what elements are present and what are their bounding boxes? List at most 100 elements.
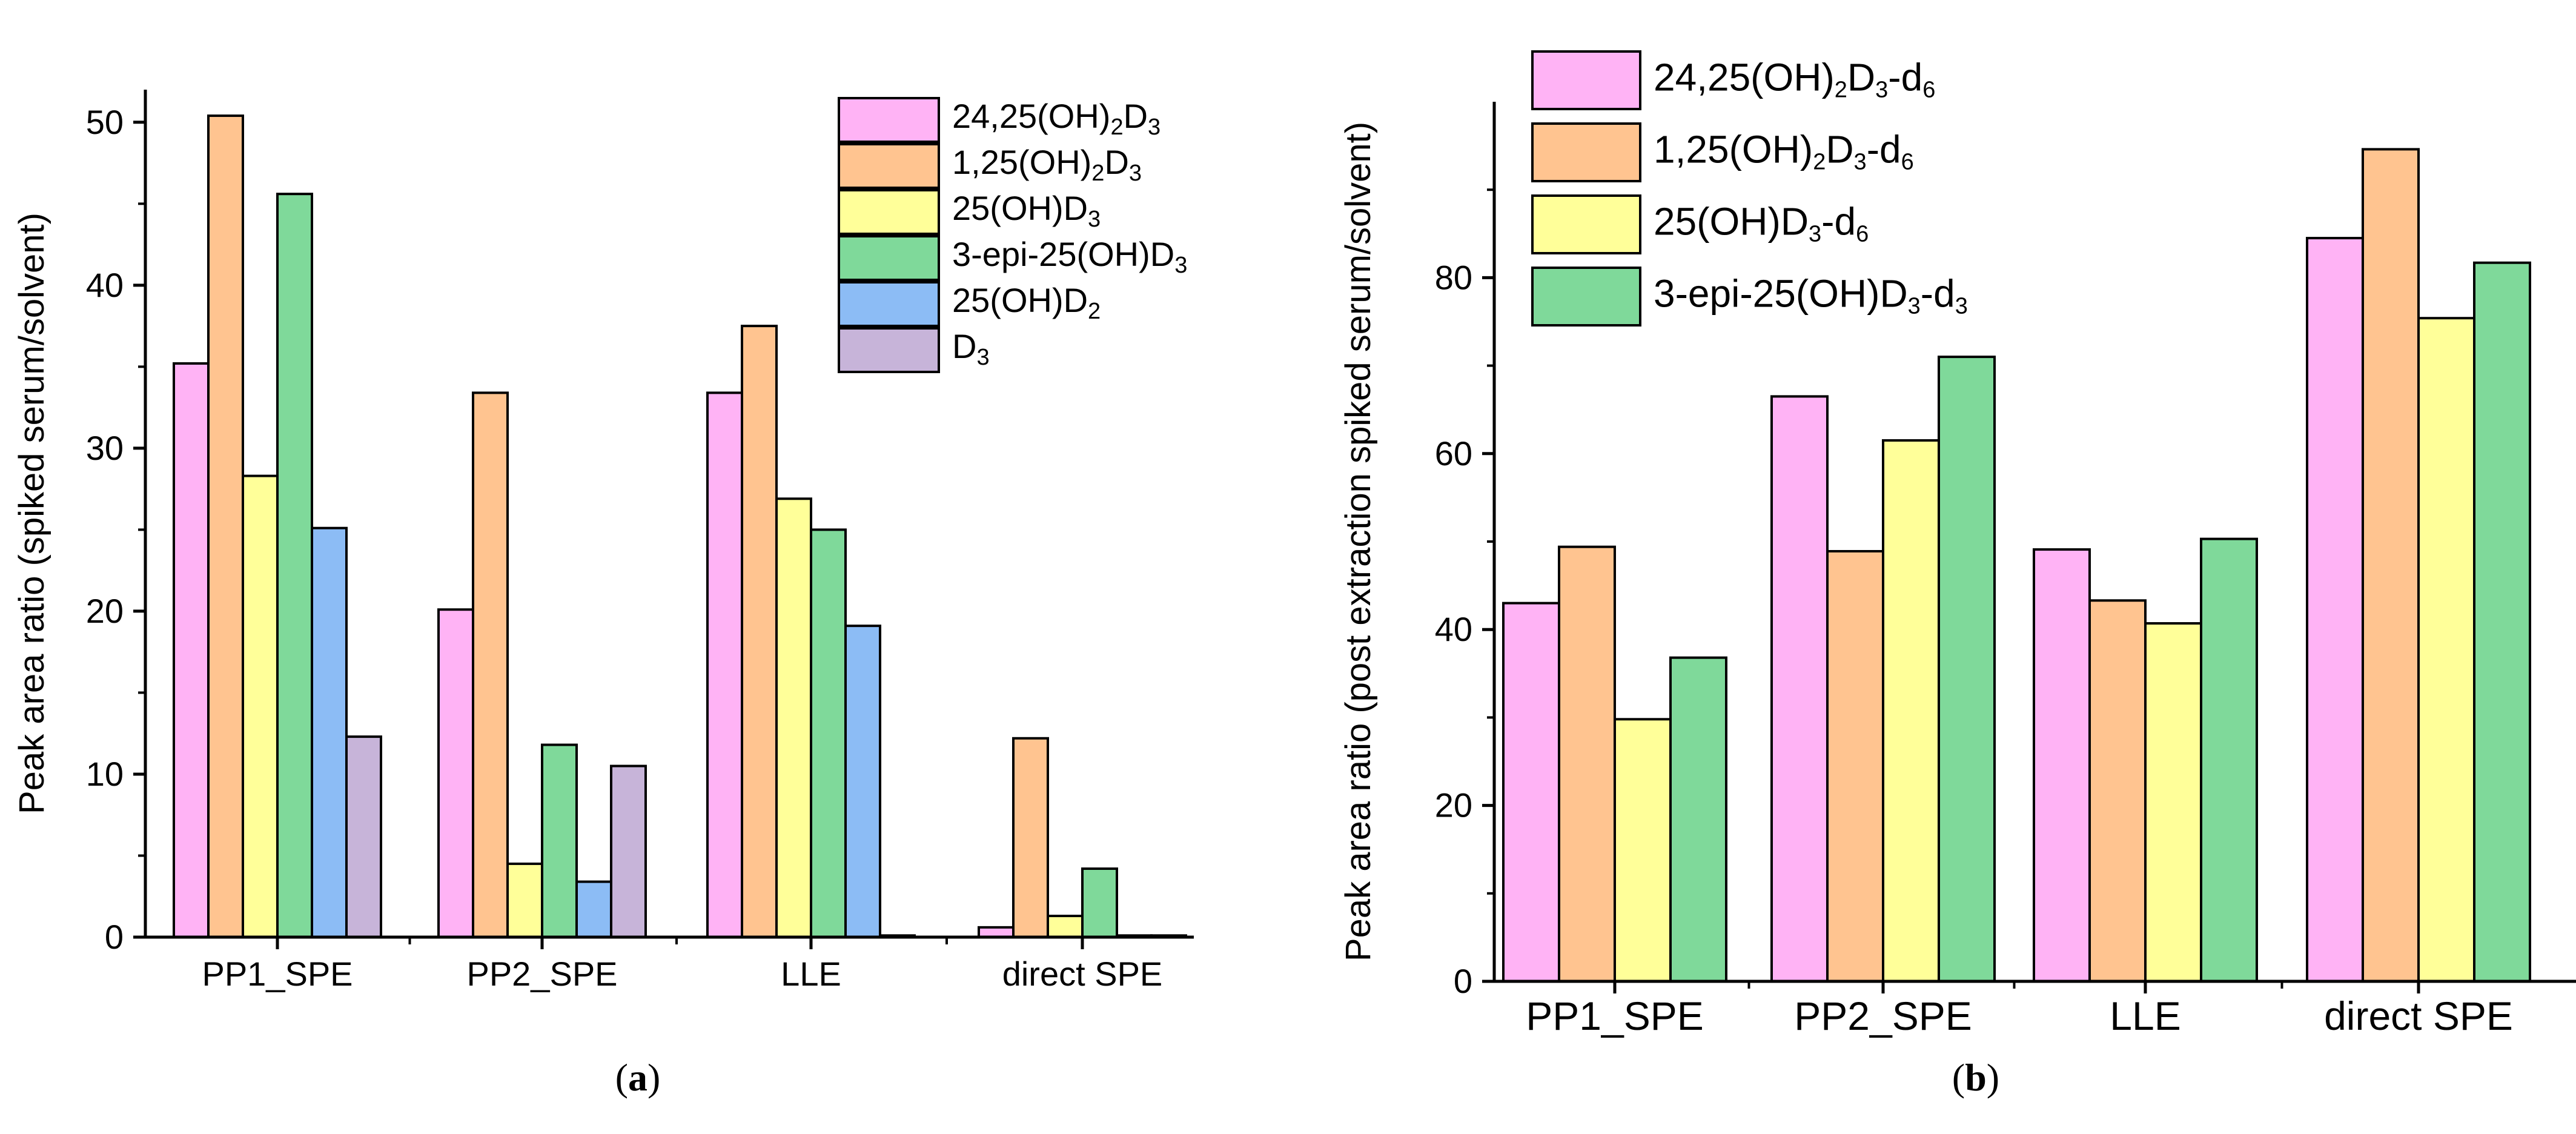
bar-b-s0-c3 [2306,237,2364,983]
legend-label-part: 3 [1088,207,1101,232]
legend-label-part: D [1826,128,1853,171]
chart-panel-a: 0 10 20 30 40 50 PP1_SPE PP2_SPE LLE direct SPE Pe… [12,90,1194,1099]
bar-a-s5-c0 [345,735,382,938]
chart-panel-b: 0 20 40 60 80 PP1_SPE PP2_SPE LLE direct SPE Peak… [1339,50,2576,1099]
legend-swatch [1531,194,1641,254]
bar-a-s4-c1 [575,880,612,939]
legend-label: 25(OH)D3-d6 [1654,200,1869,247]
bar-b-s2-c0 [1614,718,1672,983]
y-tick-label: 40 [1435,610,1472,648]
x-tick-label: PP2_SPE [466,955,617,993]
legend-label-part: 24,25(OH) [1654,56,1835,99]
caption-paren-close: ) [1987,1056,1999,1099]
y-axis-label: Peak area ratio (post extraction spiked … [1339,122,1378,961]
x-tick-label: PP1_SPE [1526,993,1704,1038]
legend-label-part: 24,25(OH) [952,97,1110,135]
legend-label-part: 2 [1835,78,1847,103]
legend-label: 3-epi-25(OH)D3-d3 [1654,272,1968,319]
legend-swatch [838,327,940,373]
x-tick-label: LLE [2110,993,2180,1038]
bar-b-s3-c0 [1669,656,1727,983]
bar-a-s5-c1 [610,764,647,939]
bar-b-s1-c2 [2088,599,2147,983]
legend-label-part: 2 [1110,114,1123,140]
legend-label-part: 2 [1088,299,1101,324]
y-axis-label: Peak area ratio (spiked serum/solvent) [12,213,51,814]
bar-b-s2-c1 [1882,439,1940,983]
legend-label-part: 25(OH)D [952,281,1088,319]
legend-label-part: 2 [1813,150,1826,175]
bar-b-s0-c1 [1770,395,1829,983]
y-tick-label: 50 [86,103,124,141]
legend-label: 3-epi-25(OH)D3 [952,235,1187,278]
legend-label-part: 25(OH)D [1654,200,1809,244]
y-tick-label: 20 [1435,786,1472,824]
legend-label-part: 3 [1875,78,1888,103]
bar-a-s1-c3 [1012,737,1049,938]
caption-paren-open: ( [1952,1056,1965,1099]
legend-label-part: 1,25(OH) [952,143,1091,181]
bar-a-s4-c2 [844,625,881,939]
legend-label-part: 1,25(OH) [1654,128,1813,171]
bar-b-s1-c0 [1558,545,1616,983]
y-tick-label: 40 [86,266,124,304]
y-tick-label: 20 [86,592,124,630]
bar-b-s3-c3 [2473,261,2531,983]
bar-a-s1-c1 [472,391,509,938]
legend-label-part: 6 [1856,222,1869,247]
bar-a-s4-c0 [311,526,348,938]
legend-label-part: 3 [976,345,989,370]
caption-paren-close: ) [647,1056,660,1099]
legend-label: 1,25(OH)2D3 [952,143,1142,186]
x-tick-label: direct SPE [1002,955,1163,993]
bar-a-s1-c2 [741,325,778,938]
legend-label-part: -d [1821,200,1856,244]
bar-b-s1-c1 [1826,549,1884,983]
bar-a-s3-c1 [541,743,578,939]
bar-a-s2-c0 [242,474,279,938]
bar-b-s2-c3 [2417,317,2475,983]
y-tick-label: 60 [1435,434,1472,472]
legend-label-part: -d [1921,272,1955,316]
legend-swatch [1531,267,1641,327]
legend-label: 24,25(OH)2D3-d6 [1654,56,1935,103]
legend-label-part: D [1104,143,1128,181]
legend-label-part: 3 [1955,294,1968,319]
caption-letter: b [1965,1056,1987,1099]
legend-label-part: 3 [1908,294,1921,319]
legend-label-part: 6 [1901,150,1914,175]
legend-label-part: 25(OH)D [952,189,1088,227]
bar-a-s2-c2 [775,497,812,938]
bar-b-s2-c2 [2144,622,2202,983]
legend-label-part: 3 [1854,150,1867,175]
bar-b-s1-c3 [2362,148,2420,983]
legend-label-part: D [1847,56,1875,99]
x-tick-label: direct SPE [2324,993,2513,1038]
y-tick-label: 10 [86,755,124,793]
legend-label-part: 2 [1091,161,1104,186]
y-tick-label: 80 [1435,258,1472,296]
legend-label-part: 3 [1129,161,1142,186]
y-tick-label: 0 [1454,962,1472,1000]
legend-label: 25(OH)D2 [952,281,1101,324]
legend-label-part: -d [1888,56,1922,99]
bar-b-s3-c1 [1938,356,1996,983]
legend-swatch [838,143,940,189]
bar-a-s1-c0 [207,114,244,939]
caption-letter: a [628,1056,647,1099]
x-tick-label: PP1_SPE [202,955,353,993]
legend-label-part: 3 [1809,222,1821,247]
legend-swatch [838,97,940,143]
caption-paren-open: ( [615,1056,628,1099]
legend-swatch [838,281,940,327]
bar-a-s3-c3 [1081,867,1118,939]
legend-label-part: 6 [1922,78,1935,103]
legend-label: 1,25(OH)2D3-d6 [1654,128,1914,175]
legend-label-part: D [1124,97,1148,135]
y-tick-label: 30 [86,429,124,467]
legend-label: 25(OH)D3 [952,189,1101,232]
bar-a-s2-c3 [1047,915,1084,939]
x-tick-label: LLE [781,955,841,993]
